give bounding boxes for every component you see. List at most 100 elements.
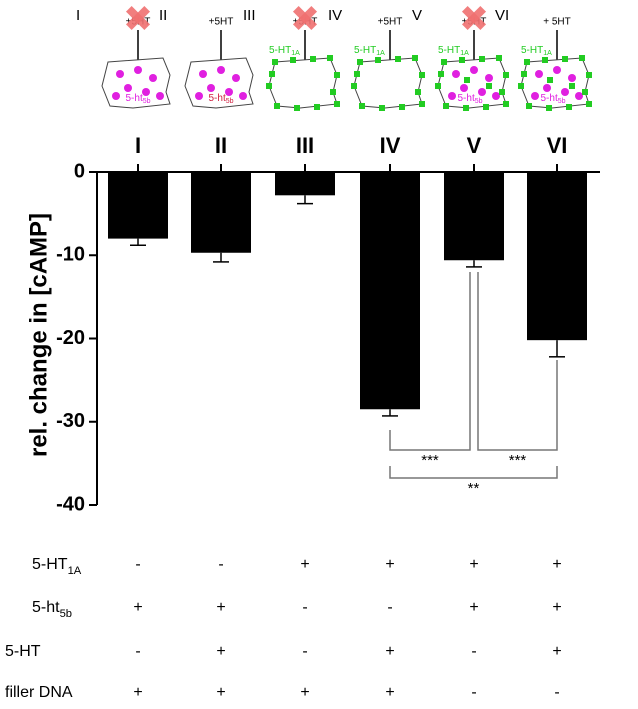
table-cell: + bbox=[552, 556, 561, 573]
receptor-label: 5-HT1A bbox=[354, 45, 385, 58]
y-tick-label: -10 bbox=[56, 244, 85, 266]
receptor-dot bbox=[239, 92, 247, 100]
cross-arm bbox=[292, 5, 318, 31]
x-tick-label: V bbox=[467, 133, 482, 158]
cross-arm bbox=[461, 5, 487, 31]
y-tick-label: 0 bbox=[74, 160, 85, 182]
receptor-label-base: 5-HT bbox=[354, 45, 376, 56]
receptor-dot bbox=[142, 88, 150, 96]
table-cell: + bbox=[552, 599, 561, 616]
receptor-square bbox=[375, 57, 381, 63]
bar bbox=[275, 172, 335, 196]
receptor-square bbox=[566, 104, 572, 110]
receptor-label-sub: 1A bbox=[376, 50, 385, 57]
receptor-square bbox=[399, 104, 405, 110]
receptor-square bbox=[415, 89, 421, 95]
receptor-square bbox=[330, 89, 336, 95]
receptor-square bbox=[463, 105, 469, 111]
receptor-dot bbox=[116, 70, 124, 78]
receptor-square bbox=[503, 101, 509, 107]
receptor-square bbox=[290, 57, 296, 63]
table-cell: + bbox=[385, 556, 394, 573]
significance-bracket bbox=[389, 466, 558, 479]
receptor-dot bbox=[561, 88, 569, 96]
bar bbox=[527, 172, 587, 341]
receptor-label-base: 5-HT bbox=[269, 45, 291, 56]
table-cell: + bbox=[133, 599, 142, 616]
y-tick-label: -40 bbox=[56, 493, 85, 515]
significance-bracket bbox=[477, 272, 558, 451]
receptor-square bbox=[524, 59, 530, 65]
receptor-square bbox=[274, 103, 280, 109]
receptor-label-sub: 1A bbox=[460, 50, 469, 57]
receptor-label: 5-ht5b bbox=[457, 93, 482, 106]
receptor-dot bbox=[225, 88, 233, 96]
receptor-dot bbox=[485, 74, 493, 82]
receptor-square bbox=[294, 105, 300, 111]
receptor-dot bbox=[531, 92, 539, 100]
row-label: 5-HT bbox=[5, 643, 41, 660]
receptor-label: 5-ht5b bbox=[540, 93, 565, 106]
receptor-label: 5-HT1A bbox=[438, 45, 469, 58]
receptor-square bbox=[269, 71, 275, 77]
table-cell: - bbox=[302, 599, 307, 616]
receptor-dot bbox=[195, 92, 203, 100]
receptor-square bbox=[412, 55, 418, 61]
receptor-dot bbox=[232, 74, 240, 82]
receptor-square bbox=[395, 56, 401, 62]
table-cell: - bbox=[135, 643, 140, 660]
receptor-label: 5-HT1A bbox=[521, 45, 552, 58]
significance-label: *** bbox=[421, 452, 439, 469]
receptor-dot bbox=[575, 92, 583, 100]
receptor-dot bbox=[217, 66, 225, 74]
treatment-label: +5HT bbox=[209, 17, 234, 28]
significance-label: ** bbox=[468, 480, 480, 497]
receptor-square bbox=[310, 56, 316, 62]
block-cross bbox=[125, 5, 151, 31]
receptor-square bbox=[351, 83, 357, 89]
y-tick-label: -20 bbox=[56, 327, 85, 349]
receptor-square bbox=[483, 104, 489, 110]
receptor-square bbox=[438, 71, 444, 77]
receptor-square bbox=[499, 89, 505, 95]
receptor-square bbox=[354, 71, 360, 77]
receptor-square bbox=[586, 101, 592, 107]
row-label-base: filler DNA bbox=[5, 684, 73, 701]
receptor-square bbox=[327, 55, 333, 61]
receptor-dot bbox=[543, 84, 551, 92]
receptor-label-base: 5-HT bbox=[438, 45, 460, 56]
row-label-base: 5-HT bbox=[32, 556, 68, 573]
significance-label: *** bbox=[509, 452, 527, 469]
table-cell: + bbox=[216, 643, 225, 660]
receptor-square bbox=[419, 72, 425, 78]
error-bar bbox=[213, 252, 229, 263]
bar bbox=[108, 172, 168, 239]
table-cell: - bbox=[471, 684, 476, 701]
receptor-label-sub: 5b bbox=[475, 98, 483, 105]
y-tick-label: -30 bbox=[56, 410, 85, 432]
receptor-square bbox=[435, 83, 441, 89]
receptor-label-base: 5-HT bbox=[521, 45, 543, 56]
row-label: filler DNA bbox=[5, 684, 73, 701]
receptor-dot bbox=[149, 74, 157, 82]
receptor-dot bbox=[452, 70, 460, 78]
receptor-label-sub: 5b bbox=[226, 98, 234, 105]
x-tick-label: III bbox=[296, 133, 314, 158]
receptor-square bbox=[419, 101, 425, 107]
receptor-label-sub: 1A bbox=[291, 50, 300, 57]
receptor-square bbox=[569, 83, 575, 89]
bar bbox=[191, 172, 251, 253]
receptor-label-sub: 5b bbox=[558, 98, 566, 105]
receptor-square bbox=[464, 77, 470, 83]
table-cell: - bbox=[554, 684, 559, 701]
receptor-square bbox=[542, 57, 548, 63]
table-cell: + bbox=[385, 643, 394, 660]
receptor-dot bbox=[199, 70, 207, 78]
row-label: 5-ht5b bbox=[32, 599, 72, 620]
row-label-base: 5-HT bbox=[5, 643, 41, 660]
table-cell: - bbox=[387, 599, 392, 616]
panel-numeral: V bbox=[412, 7, 422, 24]
receptor-square bbox=[518, 83, 524, 89]
table-cell: + bbox=[300, 684, 309, 701]
receptor-square bbox=[582, 89, 588, 95]
